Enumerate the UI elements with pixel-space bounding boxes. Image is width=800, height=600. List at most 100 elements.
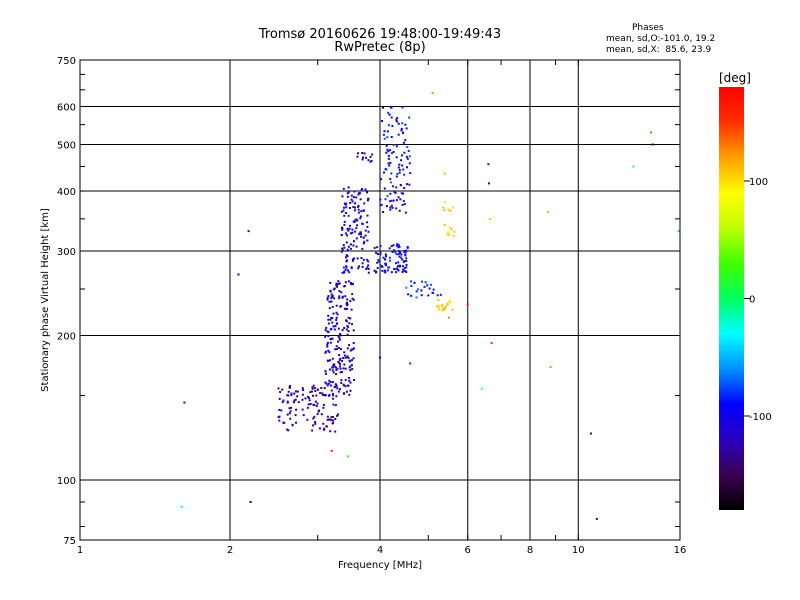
data-point — [442, 206, 445, 209]
data-point — [336, 348, 338, 351]
data-point — [677, 230, 680, 233]
data-point — [403, 173, 406, 176]
data-point — [348, 393, 351, 396]
data-point — [335, 284, 338, 287]
data-point — [384, 198, 387, 201]
data-point — [330, 419, 333, 422]
data-point — [351, 297, 354, 300]
data-point — [453, 230, 456, 233]
data-point — [329, 384, 332, 387]
data-point — [362, 156, 364, 159]
data-point — [326, 415, 329, 418]
data-point — [385, 151, 388, 154]
data-point — [397, 166, 400, 169]
data-point — [391, 152, 393, 155]
data-point — [335, 319, 338, 321]
data-point — [347, 316, 350, 319]
data-point — [335, 373, 337, 376]
data-point — [331, 381, 334, 383]
data-point — [312, 424, 314, 427]
data-point — [389, 206, 392, 209]
data-point — [335, 282, 338, 285]
data-point — [343, 220, 346, 223]
data-point — [345, 266, 348, 269]
grid-lines — [80, 60, 680, 540]
data-point — [330, 389, 333, 392]
data-point — [347, 330, 350, 333]
data-point — [402, 141, 405, 144]
data-point — [442, 309, 444, 312]
data-point — [346, 248, 349, 251]
data-point — [395, 175, 398, 178]
data-point — [396, 265, 399, 268]
data-point — [357, 211, 360, 214]
data-point — [342, 367, 345, 370]
data-point — [379, 245, 382, 248]
data-point — [347, 186, 350, 189]
data-point — [327, 349, 330, 352]
data-point — [354, 202, 356, 205]
data-point — [342, 392, 345, 395]
data-point — [237, 273, 240, 276]
data-point — [349, 207, 351, 209]
data-point — [415, 296, 418, 299]
data-point — [288, 407, 291, 410]
data-point — [449, 301, 452, 304]
data-point — [329, 338, 332, 341]
data-point — [349, 381, 352, 384]
x-tick-label: 6 — [465, 545, 471, 556]
data-point — [347, 384, 350, 387]
data-point — [452, 206, 455, 209]
data-point — [413, 281, 416, 284]
data-point — [370, 160, 373, 162]
data-point — [322, 403, 325, 406]
data-point — [399, 251, 402, 254]
data-point — [249, 501, 252, 503]
data-point — [396, 172, 399, 175]
data-point — [393, 191, 396, 194]
data-point — [392, 150, 395, 153]
data-point — [386, 130, 389, 133]
data-point — [377, 260, 380, 263]
data-point — [315, 394, 318, 397]
x-tick-label: 8 — [527, 545, 533, 556]
data-point — [398, 163, 401, 166]
data-point — [331, 295, 334, 297]
data-point — [405, 286, 408, 289]
data-point — [388, 113, 391, 116]
data-point — [399, 184, 402, 186]
y-tick-labels: 75 100 200 300 400 500 600 750 — [57, 56, 76, 547]
y-axis-label: Stationary phase Virtual Height [km] — [40, 208, 51, 392]
data-point — [390, 271, 393, 274]
data-point — [338, 361, 341, 364]
data-point — [342, 187, 345, 190]
data-point — [346, 307, 349, 310]
data-point — [346, 192, 349, 195]
data-point — [349, 360, 352, 363]
y-tick-label: 600 — [57, 103, 76, 114]
data-point — [595, 517, 598, 520]
data-point — [397, 269, 400, 272]
data-point — [296, 390, 299, 393]
data-point — [337, 390, 340, 393]
data-point — [395, 207, 398, 210]
data-point — [405, 260, 408, 262]
data-point — [328, 307, 331, 310]
data-point — [436, 294, 439, 297]
data-point — [335, 384, 338, 387]
data-point — [337, 283, 340, 285]
data-point — [589, 432, 592, 435]
data-point — [295, 421, 297, 424]
data-point — [367, 159, 370, 162]
data-point — [387, 150, 390, 153]
data-point — [350, 266, 353, 269]
data-point — [441, 306, 444, 309]
data-point — [348, 322, 351, 325]
x-tick-label: 10 — [572, 545, 585, 556]
data-point — [337, 340, 339, 343]
data-point — [350, 281, 352, 284]
data-point — [549, 366, 552, 368]
data-point — [337, 280, 340, 283]
data-point — [651, 143, 654, 146]
data-point — [348, 344, 350, 347]
